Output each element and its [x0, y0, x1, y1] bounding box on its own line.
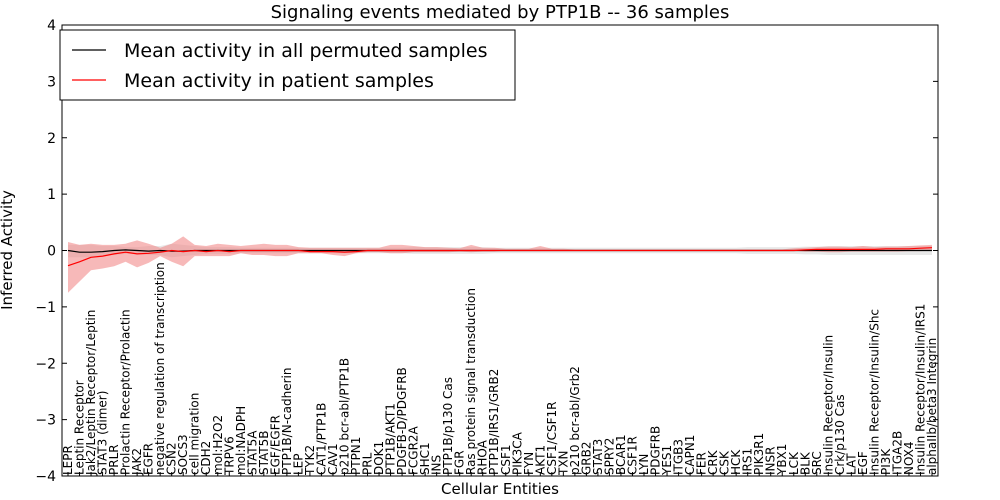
- x-tick-label: CSN2: [165, 442, 179, 475]
- x-tick-label: Prolactin Receptor/Prolactin: [119, 309, 133, 475]
- y-tick-label: −3: [35, 413, 56, 429]
- x-tick-label: mol:H2O2: [211, 415, 225, 475]
- x-tick-label: Crk/p130 Cas: [833, 394, 847, 475]
- y-axis-ticks: −4 −3 −2 −1 0 1 2 3 4: [35, 18, 938, 485]
- x-tick-label: INSR: [764, 447, 778, 475]
- series-lines: [67, 247, 933, 267]
- x-tick-label: CSF1R: [626, 436, 640, 475]
- x-tick-label: SOCS3: [176, 434, 190, 475]
- x-tick-label: CAV1: [326, 443, 340, 475]
- x-tick-label: INS: [430, 455, 444, 475]
- x-tick-label: CSF1: [499, 444, 513, 475]
- x-tick-label: Ras protein signal transduction: [464, 288, 478, 475]
- x-tick-label: LAT: [844, 453, 858, 475]
- y-tick-label: 1: [47, 187, 56, 203]
- x-tick-label: YES1: [660, 445, 674, 476]
- x-tick-label: p210 bcr-abl/PTP1B: [338, 358, 352, 475]
- x-tick-label: LEP: [291, 453, 305, 475]
- x-tick-label: CAT1/PTP1B: [314, 403, 328, 475]
- x-tick-label: ITGA2B: [890, 431, 904, 475]
- x-tick-label: JAK2: [130, 448, 144, 476]
- x-tick-label: cell migration: [188, 393, 202, 475]
- x-tick-label: EGF: [856, 451, 870, 475]
- legend-box: [59, 29, 516, 101]
- x-tick-label: PTP1B/p130 Cas: [441, 377, 455, 475]
- x-tick-label: CAPN1: [683, 435, 697, 475]
- x-tick-label: EGFR: [142, 443, 156, 475]
- y-tick-label: 3: [47, 74, 56, 90]
- x-tick-label: HCK: [729, 449, 743, 475]
- x-tick-label: FGR: [453, 450, 467, 475]
- y-tick-label: −2: [35, 356, 56, 372]
- x-tick-label: p210 bcr-abl/Grb2: [568, 366, 582, 475]
- x-tick-label: PIK3R1: [752, 433, 766, 475]
- y-tick-label: 4: [47, 18, 56, 34]
- x-tick-label: PRL: [361, 452, 375, 475]
- x-tick-label: Insulin Receptor/Insulin/Shc: [867, 309, 881, 475]
- legend-label-permuted: Mean activity in all permuted samples: [124, 40, 487, 62]
- x-tick-label: BCAR1: [614, 434, 628, 475]
- x-tick-label: DOK1: [372, 441, 386, 475]
- x-tick-label: AKT1: [533, 445, 547, 475]
- x-tick-label: PDGFB-D/PDGFRB: [395, 367, 409, 475]
- x-tick-label: PTP1B/IRS1/GRB2: [487, 369, 501, 475]
- x-tick-label: IRS1: [741, 448, 755, 475]
- x-tick-label: FYN: [522, 452, 536, 475]
- x-tick-label: CSK: [718, 450, 732, 475]
- x-tick-label: PDGFRB: [649, 426, 663, 475]
- x-tick-label: Insulin Receptor/Insulin: [821, 335, 835, 475]
- x-tick-label: Insulin Receptor/Insulin/IRS1: [914, 304, 928, 475]
- y-axis-label: Inferred Activity: [0, 190, 16, 310]
- legend: Mean activity in all permuted samples Me…: [59, 29, 516, 101]
- y-tick-label: 0: [47, 244, 56, 260]
- series-line-patient: [67, 247, 933, 267]
- x-tick-label: FER: [695, 452, 709, 475]
- legend-label-patient: Mean activity in patient samples: [124, 70, 434, 92]
- x-tick-label: TXN: [556, 450, 570, 476]
- x-axis-label: Cellular Entities: [441, 480, 559, 498]
- x-tick-label: Jak2/Leptin Receptor/Leptin: [84, 310, 98, 476]
- x-tick-label: LEPR: [61, 445, 75, 475]
- x-tick-label: CRK: [706, 449, 720, 475]
- x-tick-label: YBX1: [775, 444, 789, 476]
- x-tick-label: PTP1B/AKT1: [384, 403, 398, 475]
- x-tick-label: RHOA: [476, 439, 490, 475]
- x-tick-label: CSF1/CSF1R: [545, 402, 559, 475]
- x-tick-label: BLK: [798, 451, 812, 475]
- y-tick-label: 2: [47, 131, 56, 147]
- x-tick-label: EGF/EGFR: [268, 415, 282, 475]
- x-tick-label: TYK2: [303, 445, 317, 476]
- x-tick-label: NOX4: [902, 441, 916, 475]
- x-tick-label: PTP1B/N-cadherin: [280, 368, 294, 475]
- x-tick-label: ITGB3: [672, 439, 686, 475]
- x-tick-label: PTPN1: [349, 437, 363, 475]
- x-tick-label: STAT5B: [257, 431, 271, 476]
- x-tick-label: TRPV6: [222, 436, 236, 476]
- x-tick-label: CDH2: [199, 441, 213, 475]
- x-tick-label: negative regulation of transcription: [153, 262, 167, 475]
- x-tick-label: PIK3CA: [510, 431, 524, 475]
- y-tick-label: −1: [35, 300, 56, 316]
- x-tick-label: alphaIIb/beta3 Integrin: [925, 338, 939, 475]
- x-tick-label: STAT3: [591, 439, 605, 475]
- x-tick-label: Leptin Receptor: [73, 380, 87, 475]
- x-tick-label: STAT5A: [245, 430, 259, 475]
- y-tick-label: −4: [35, 469, 56, 485]
- x-tick-label: SPRY2: [602, 438, 616, 475]
- x-tick-label: PI3K: [879, 448, 893, 475]
- x-tick-label: SHC1: [418, 442, 432, 475]
- x-tick-label: LYN: [637, 454, 651, 475]
- x-tick-label: GRB2: [579, 441, 593, 475]
- x-tick-label: LCK: [787, 451, 801, 475]
- x-tick-label: STAT3 (dimer): [96, 391, 110, 475]
- x-tick-label: SRC: [810, 451, 824, 475]
- chart-title: Signaling events mediated by PTP1B -- 36…: [271, 2, 730, 23]
- x-tick-label: mol:NADPH: [234, 406, 248, 475]
- x-tick-label: PRLR: [107, 444, 121, 475]
- x-tick-label: FCGR2A: [407, 425, 421, 475]
